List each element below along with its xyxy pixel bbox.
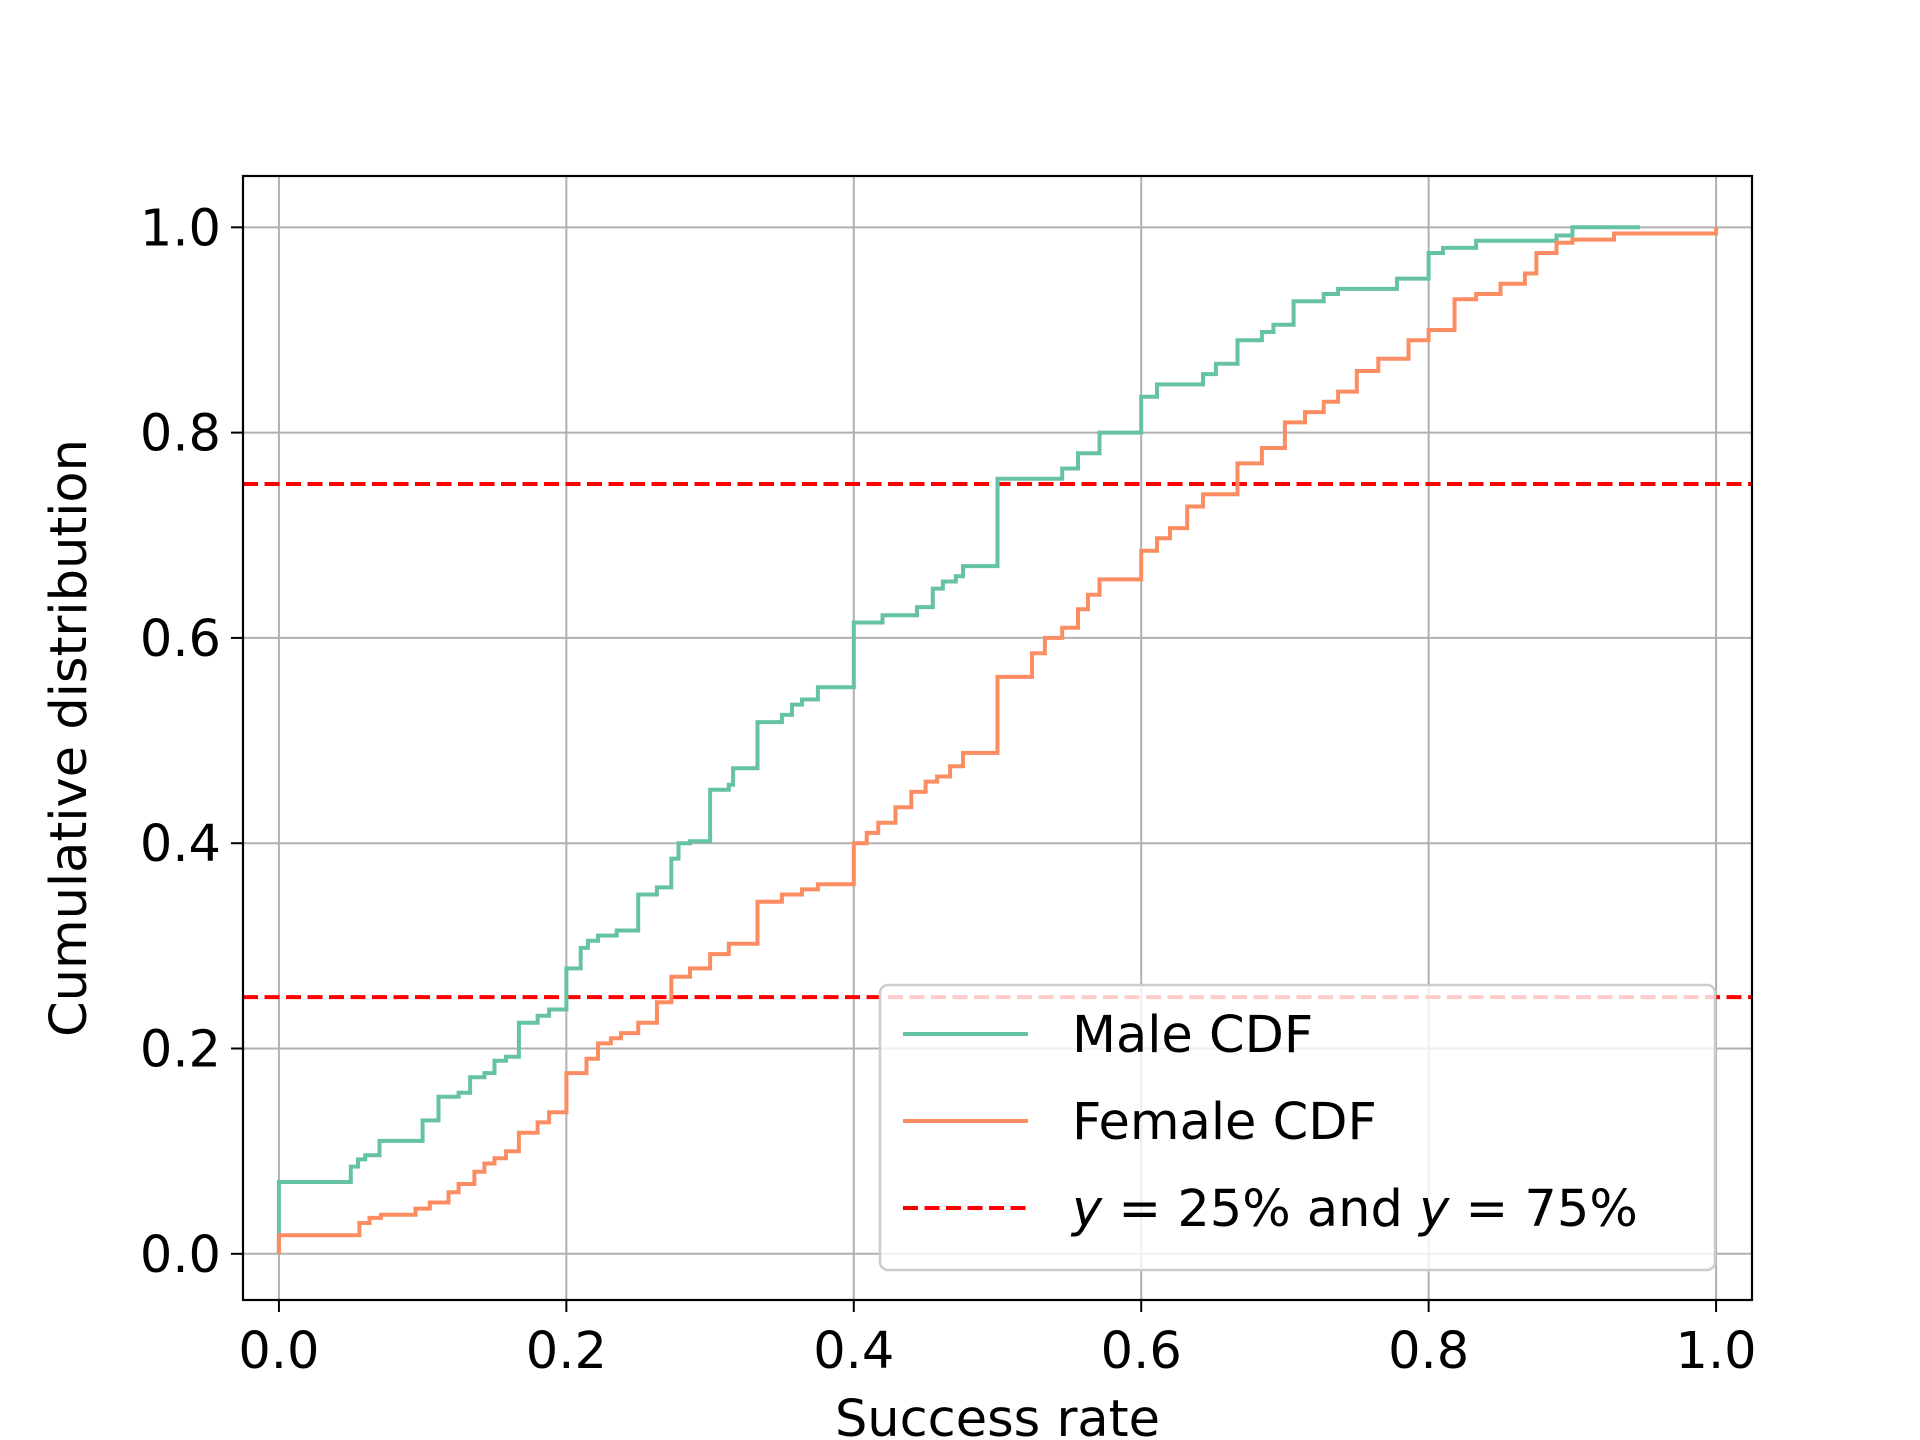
x-tick-label: 0.4 <box>813 1322 894 1381</box>
legend-ref-end: = 75% <box>1449 1180 1638 1239</box>
plot-frame <box>241 174 1754 1302</box>
y-tick-label: 0.8 <box>140 405 221 464</box>
x-tick-label: 0.2 <box>526 1322 607 1381</box>
legend-ref-mid: = 25% and <box>1102 1180 1419 1239</box>
legend-label-female: Female CDF <box>1072 1093 1377 1152</box>
y-tick-label: 0.4 <box>140 815 221 874</box>
y-axis-label: Cumulative distribution <box>40 439 99 1037</box>
series-line-female <box>276 227 1719 1254</box>
x-axis-label: Success rate <box>835 1390 1160 1440</box>
legend: Male CDF Female CDF y = 25% and y = 75% <box>878 983 1717 1272</box>
y-tick-label: 0.2 <box>140 1021 221 1080</box>
y-axis-ticks: 0.0 0.2 0.4 0.6 0.8 1.0 <box>140 199 243 1285</box>
x-tick-label: 0.0 <box>238 1322 319 1381</box>
x-tick-label: 1.0 <box>1676 1322 1757 1381</box>
legend-y-var-2: y <box>1417 1180 1450 1239</box>
x-axis-ticks: 0.0 0.2 0.4 0.6 0.8 1.0 <box>238 1300 1757 1381</box>
legend-label-male: Male CDF <box>1072 1006 1313 1065</box>
legend-label-reference: y = 25% and y = 75% <box>1070 1180 1638 1239</box>
grid <box>243 176 1752 1300</box>
series-line-male <box>276 225 1640 1254</box>
y-tick-label: 0.0 <box>140 1226 221 1285</box>
x-tick-label: 0.6 <box>1101 1322 1182 1381</box>
y-tick-label: 0.6 <box>140 610 221 669</box>
y-tick-label: 1.0 <box>140 199 221 258</box>
legend-box <box>878 983 1717 1272</box>
legend-y-var-1: y <box>1070 1180 1103 1239</box>
x-tick-label: 0.8 <box>1388 1322 1469 1381</box>
series-lines <box>276 225 1719 1254</box>
